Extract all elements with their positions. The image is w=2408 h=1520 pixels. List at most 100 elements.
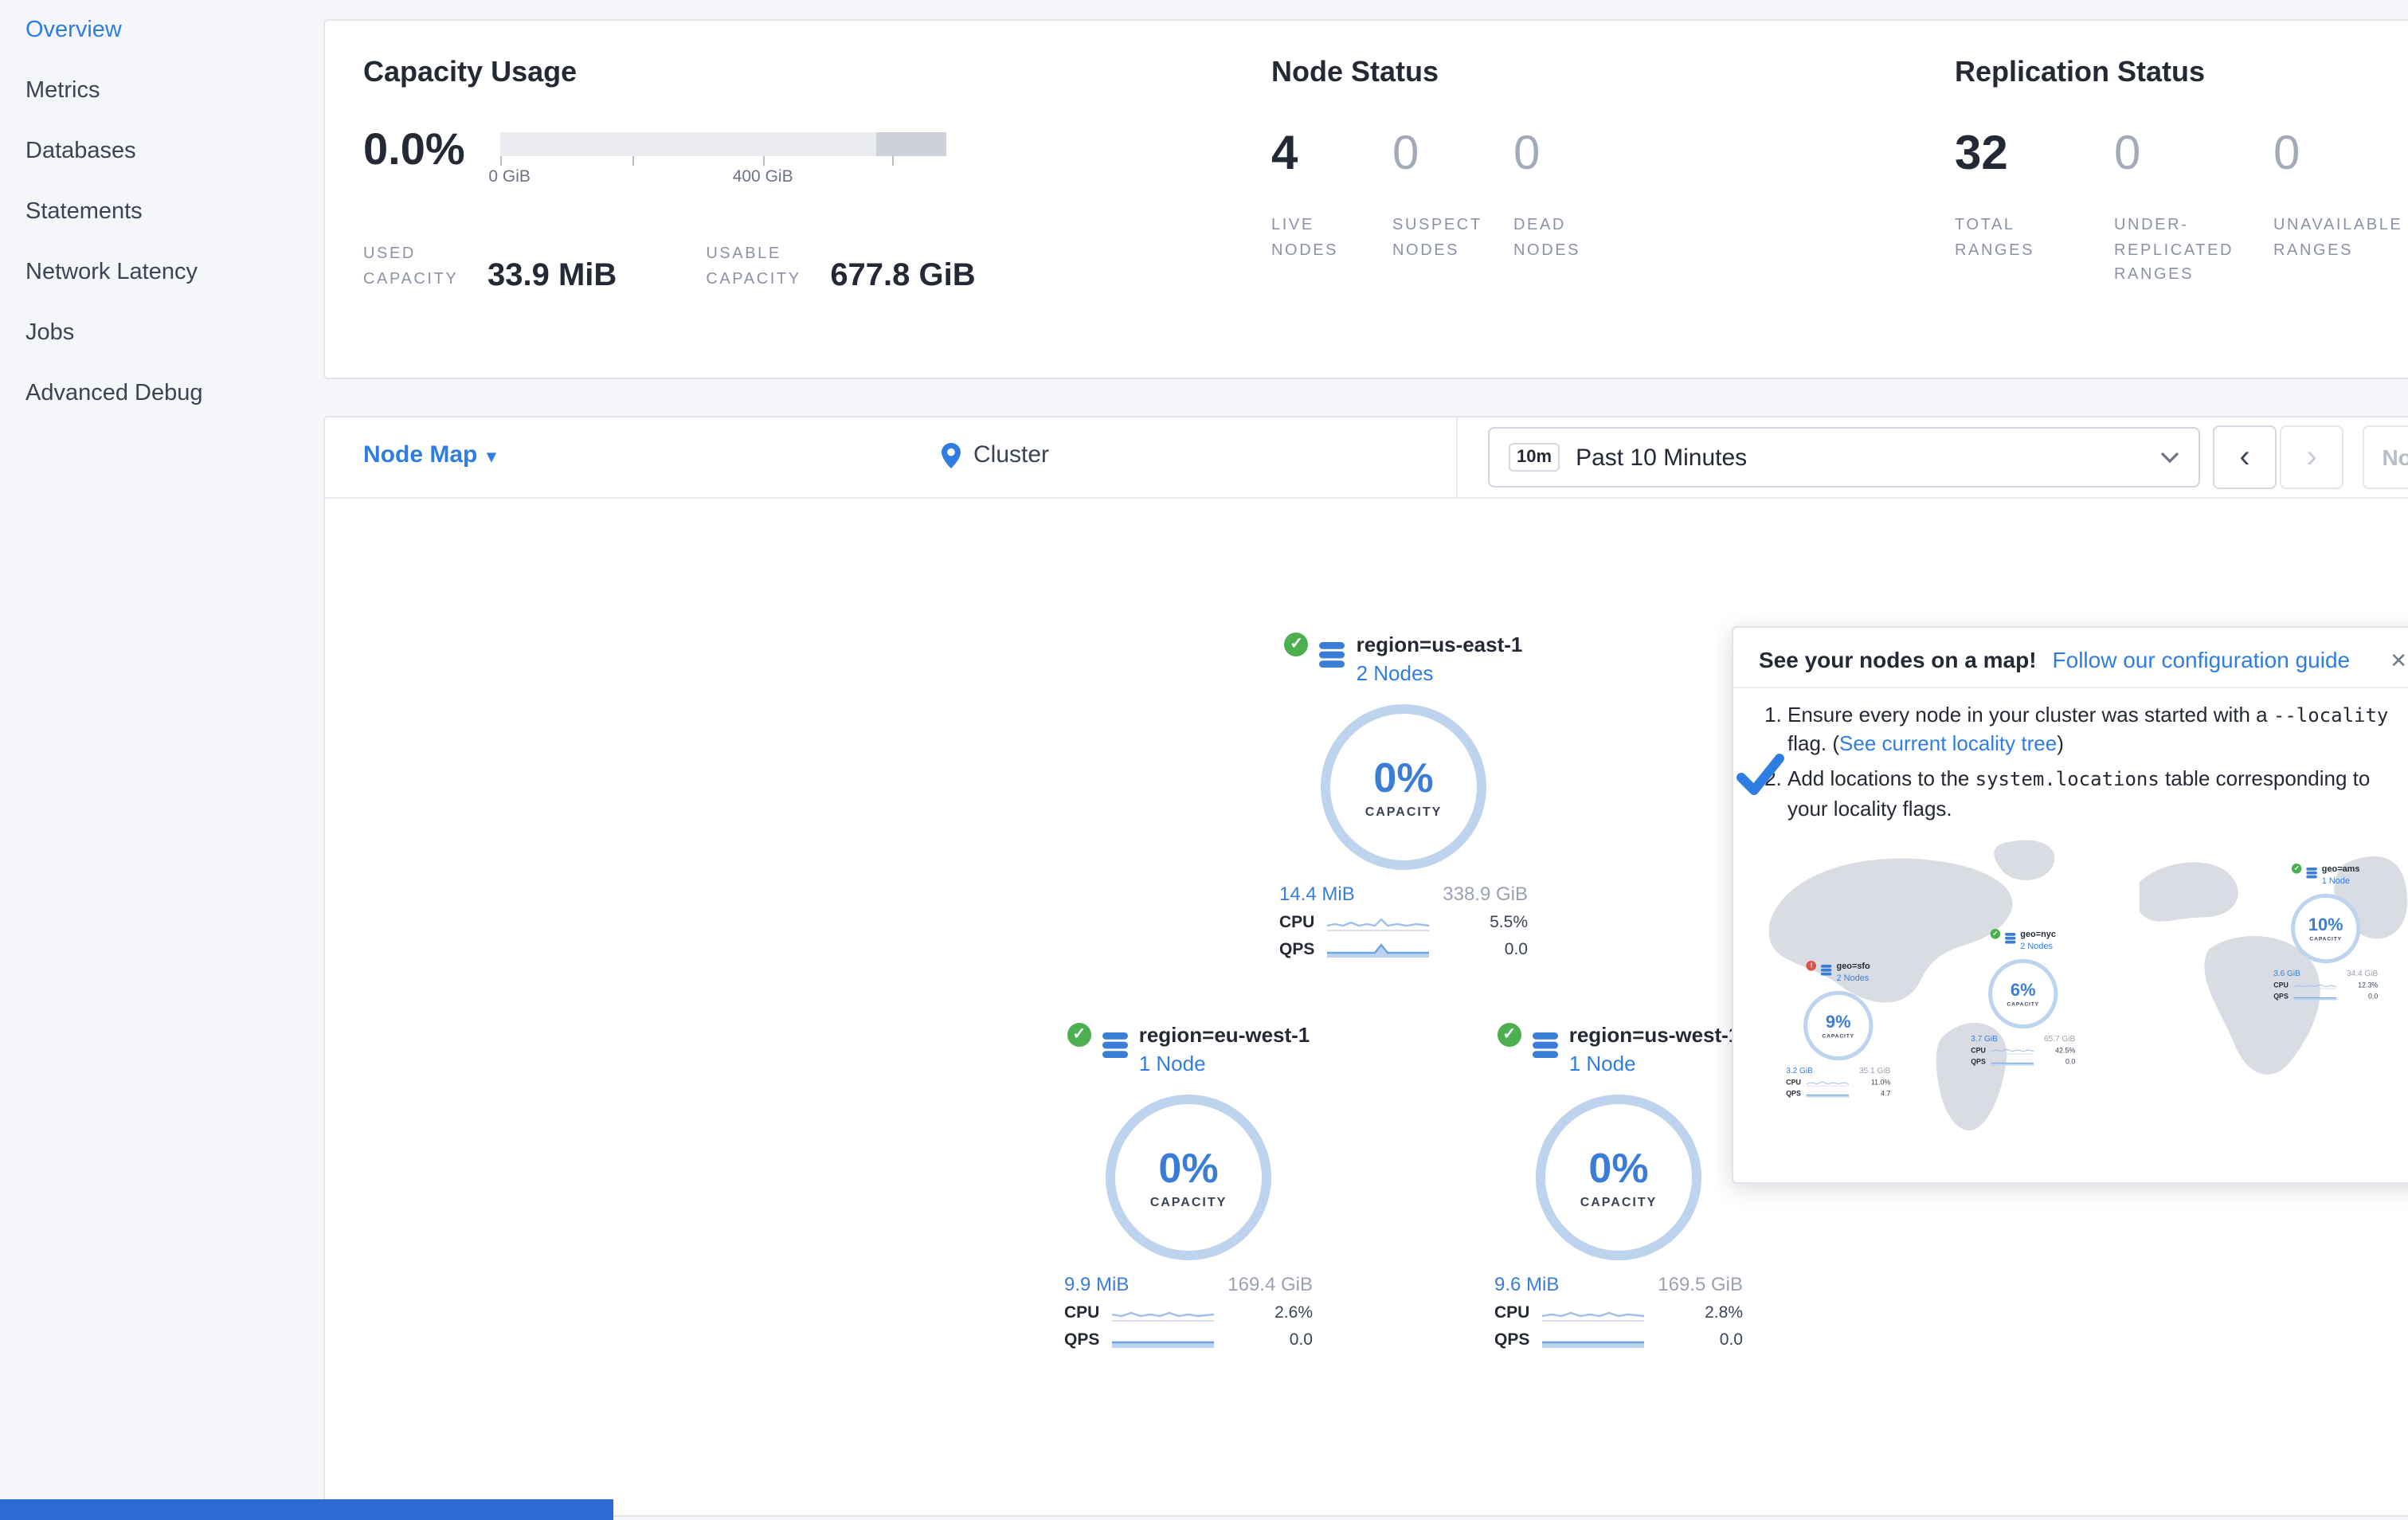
node-status-title: Node Status: [1271, 56, 1439, 88]
time-next-button[interactable]: ›: [2280, 425, 2343, 489]
region-usable-capacity: 169.5 GiB: [1658, 1273, 1743, 1295]
region-name: region=us-west-1: [1568, 1023, 1740, 1047]
capacity-donut-percent: 0%: [1158, 1143, 1219, 1191]
qps-value: 0.0: [2065, 1058, 2076, 1067]
qps-sparkline: [1806, 1094, 1850, 1097]
qps-sparkline: [2293, 997, 2337, 1000]
time-range-value: Past 10 Minutes: [1576, 444, 1748, 471]
region-nodes-link[interactable]: 1 Node: [1138, 1052, 1206, 1075]
capacity-percent: 0.0%: [363, 124, 465, 174]
cpu-sparkline: [1112, 1310, 1214, 1321]
cpu-sparkline: [1991, 1048, 2034, 1055]
database-icon: [1319, 642, 1345, 668]
example-node-map-preview: ! geo=sfo 2 Nodes 9% CAPACITY: [1760, 835, 2408, 1173]
region-name: region=eu-west-1: [1138, 1023, 1310, 1047]
cpu-label: CPU: [1279, 913, 1315, 932]
toolbar-divider: [1456, 417, 1458, 497]
sidebar-item-metrics[interactable]: Metrics: [25, 78, 100, 104]
qps-sparkline: [1542, 1340, 1644, 1347]
suspect-nodes-label: SUSPECT NODES: [1392, 217, 1482, 259]
region-nodes-link: 2 Nodes: [1836, 973, 1870, 983]
capacity-donut-percent: 0%: [1588, 1143, 1649, 1191]
qps-label: QPS: [1786, 1090, 1801, 1099]
node-map-card: Node Map ▾ Cluster 10m Past 10 Minutes ‹ …: [323, 416, 2408, 1517]
region-name: geo=nyc: [2020, 929, 2056, 939]
capacity-donut: 6% CAPACITY: [1988, 958, 2058, 1029]
healthy-status-icon: ✓: [1284, 633, 1309, 656]
region-used-capacity: 9.6 MiB: [1494, 1273, 1560, 1295]
cpu-value: 2.8%: [1705, 1303, 1743, 1322]
breadcrumb-cluster[interactable]: Cluster: [942, 441, 1049, 468]
sidebar-item-network-latency[interactable]: Network Latency: [25, 260, 198, 285]
cpu-sparkline: [2293, 984, 2337, 989]
healthy-status-icon: ✓: [1990, 929, 2001, 939]
sidebar-item-jobs[interactable]: Jobs: [25, 320, 75, 346]
under-replicated-value: 0: [2114, 127, 2141, 180]
cpu-value: 42.5%: [2055, 1046, 2076, 1055]
qps-sparkline: [1112, 1340, 1214, 1347]
live-nodes-label: LIVE NODES: [1271, 217, 1339, 259]
time-prev-button[interactable]: ‹: [2213, 425, 2277, 489]
locality-flag-code: --locality: [2273, 704, 2389, 727]
map-toolbar: Node Map ▾ Cluster 10m Past 10 Minutes ‹ …: [325, 417, 2408, 499]
capacity-donut: 0% CAPACITY: [1536, 1095, 1701, 1260]
healthy-status-icon: ✓: [2291, 864, 2302, 874]
view-selector-dropdown[interactable]: Node Map ▾: [363, 441, 495, 468]
close-icon[interactable]: ✕: [2390, 648, 2407, 672]
used-capacity-label: USED CAPACITY: [363, 245, 459, 288]
capacity-donut-label: CAPACITY: [2309, 935, 2342, 942]
cpu-label: CPU: [1786, 1078, 1801, 1087]
replication-status-section: Replication Status 32 TOTAL RANGES 0 UND…: [1955, 56, 2408, 288]
cpu-value: 12.3%: [2358, 981, 2379, 989]
qps-sparkline: [1327, 942, 1429, 957]
qps-value: 0.0: [1504, 940, 1528, 959]
step-done-check-icon: [1737, 754, 1784, 795]
unavailable-ranges-label: UNAVAILABLE RANGES: [2273, 217, 2403, 259]
system-locations-code: system.locations: [1975, 768, 2159, 791]
mini-region-card-ams: ✓ geo=ams 1 Node 10% CAPACITY: [2270, 864, 2381, 1001]
cpu-label: CPU: [1064, 1303, 1100, 1322]
popup-title: See your nodes on a map!: [1759, 647, 2037, 672]
capacity-bar-unusable-segment: [875, 132, 946, 156]
configuration-guide-link[interactable]: Follow our configuration guide: [2052, 647, 2351, 672]
region-used-capacity: 3.6 GiB: [2273, 968, 2300, 978]
dead-nodes-value: 0: [1513, 127, 1541, 180]
capacity-bar: 0 GiB 400 GiB: [488, 132, 946, 186]
cpu-label: CPU: [2273, 981, 2289, 989]
qps-value: 0.0: [2367, 993, 2379, 1001]
capacity-donut-label: CAPACITY: [1822, 1032, 1854, 1039]
unavailable-ranges-value: 0: [2273, 127, 2300, 180]
live-nodes-value: 4: [1271, 127, 1298, 180]
bottom-banner-edge: [0, 1499, 613, 1520]
sidebar-item-statements[interactable]: Statements: [25, 199, 143, 225]
dead-nodes-label: DEAD NODES: [1513, 217, 1581, 259]
sidebar-item-databases[interactable]: Databases: [25, 139, 136, 164]
region-usable-capacity: 35.1 GiB: [1859, 1065, 1891, 1075]
qps-sparkline: [1991, 1062, 2034, 1065]
region-name: region=us-east-1: [1356, 633, 1523, 656]
time-now-button[interactable]: Now: [2363, 425, 2408, 489]
bar-tick: [499, 156, 502, 166]
capacity-donut-percent: 10%: [2308, 914, 2343, 934]
locality-tree-link[interactable]: See current locality tree: [1839, 731, 2058, 756]
capacity-donut-label: CAPACITY: [2007, 1001, 2039, 1007]
region-nodes-link[interactable]: 1 Node: [1568, 1052, 1636, 1075]
time-range-badge: 10m: [1509, 443, 1560, 472]
sidebar-item-overview[interactable]: Overview: [25, 18, 122, 43]
bar-tick: [632, 156, 634, 166]
time-range-select[interactable]: 10m Past 10 Minutes: [1488, 427, 2200, 488]
region-name: geo=sfo: [1836, 961, 1870, 971]
region-used-capacity: 3.7 GiB: [1971, 1033, 1998, 1044]
suspect-nodes-value: 0: [1392, 127, 1419, 180]
cpu-sparkline: [1327, 917, 1429, 930]
node-map-setup-popup: See your nodes on a map! Follow our conf…: [1732, 626, 2408, 1184]
cpu-label: CPU: [1494, 1303, 1530, 1322]
cpu-value: 2.6%: [1274, 1303, 1313, 1322]
qps-label: QPS: [2273, 993, 2289, 1001]
view-selector-label: Node Map: [363, 441, 478, 468]
region-nodes-link[interactable]: 2 Nodes: [1356, 661, 1434, 685]
replication-status-title: Replication Status: [1955, 56, 2206, 88]
sidebar-item-advanced-debug[interactable]: Advanced Debug: [25, 381, 203, 406]
bar-tick-label-mid: 400 GiB: [732, 167, 793, 186]
